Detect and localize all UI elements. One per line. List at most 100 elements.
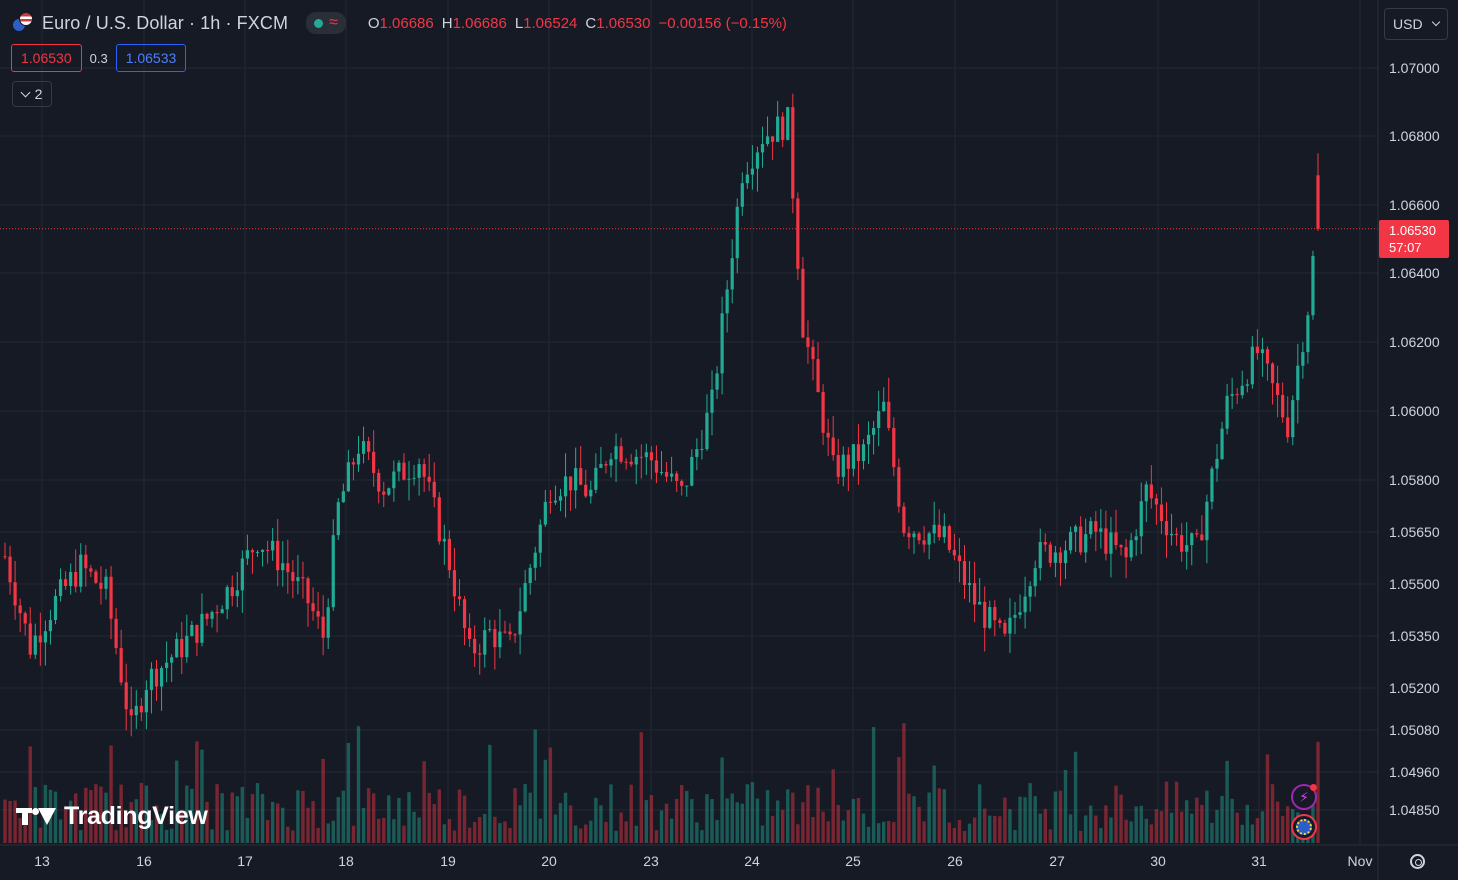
- candle-body: [887, 401, 891, 428]
- time-tick-label: 13: [34, 853, 50, 869]
- candle-body: [508, 631, 512, 635]
- candle-body: [79, 554, 83, 587]
- low-value: 1.06524: [523, 14, 578, 32]
- volume-bar: [134, 799, 138, 843]
- volume-bar: [200, 749, 204, 843]
- candle-body: [392, 471, 396, 489]
- volume-bar: [306, 807, 310, 843]
- buy-button[interactable]: 1.06533: [115, 44, 187, 72]
- time-tick-label: 19: [440, 853, 456, 869]
- volume-bar: [185, 785, 189, 843]
- volume-bar: [180, 812, 184, 843]
- volume-bar: [730, 793, 734, 843]
- volume-bar: [892, 822, 896, 843]
- low-label: L: [514, 14, 524, 32]
- price-tick-label: 1.05800: [1389, 472, 1440, 488]
- symbol-title[interactable]: Euro / U.S. Dollar · 1h · FXCM: [42, 12, 289, 33]
- candle-body: [427, 476, 431, 482]
- volume-bar: [563, 792, 568, 843]
- volume-bar: [1311, 787, 1315, 843]
- candle-body: [89, 568, 93, 572]
- candle-body: [69, 572, 73, 586]
- volume-bar: [503, 821, 507, 843]
- candle-body: [791, 107, 795, 199]
- price-axis[interactable]: 1.07000 1.06800 1.06600 1.06400 1.06200 1.060…: [1378, 0, 1458, 845]
- candle-body: [952, 549, 956, 556]
- market-status-pill[interactable]: ≈: [306, 12, 346, 34]
- candle-body: [1190, 533, 1194, 546]
- candle-body: [574, 468, 578, 491]
- tradingview-logo[interactable]: TradingView: [16, 802, 208, 831]
- candle-body: [882, 401, 886, 411]
- candle-body: [947, 526, 951, 550]
- candle-body: [1104, 528, 1108, 554]
- volume-bar: [1099, 828, 1103, 843]
- candle-body: [730, 258, 734, 290]
- volume-bar: [952, 827, 957, 843]
- volume-bar: [922, 821, 926, 843]
- volume-bar: [821, 811, 825, 843]
- chart-settings-button[interactable]: [1404, 848, 1430, 874]
- candle-body: [1281, 395, 1285, 418]
- events-lightning-button[interactable]: ⚡: [1291, 784, 1317, 810]
- candle-body: [821, 392, 825, 433]
- volume-bar: [1265, 754, 1270, 843]
- volume-bar: [876, 823, 881, 843]
- candle-body: [932, 524, 936, 534]
- volume-bar: [225, 830, 229, 843]
- chevron-down-icon: [20, 87, 31, 97]
- candle-body: [240, 558, 244, 591]
- candle-body: [321, 616, 325, 638]
- candle-body: [468, 628, 472, 639]
- volume-bar: [38, 827, 43, 843]
- candle-body: [1038, 542, 1042, 569]
- volume-bar: [286, 826, 290, 843]
- candle-body: [973, 583, 977, 605]
- candle-body: [543, 501, 547, 525]
- chart-grid: [0, 0, 1378, 845]
- volume-bar: [866, 826, 871, 843]
- volume-bar: [579, 828, 583, 843]
- candle-body: [1094, 521, 1098, 532]
- candle-body: [1003, 622, 1007, 634]
- candle-body: [1074, 526, 1078, 532]
- volume-bar: [907, 793, 911, 843]
- candle-body: [346, 462, 350, 492]
- candle-body: [1114, 532, 1118, 545]
- sell-button[interactable]: 1.06530: [11, 44, 82, 72]
- candle-body: [629, 461, 633, 465]
- volume-bar: [1270, 784, 1275, 843]
- volume-bar: [680, 785, 684, 843]
- volume-bar: [1255, 818, 1260, 843]
- currency-value: USD: [1393, 16, 1423, 32]
- candle-body: [654, 460, 659, 473]
- candle-body: [210, 612, 214, 619]
- economic-event-eu-button[interactable]: [1291, 814, 1317, 840]
- volume-bar: [493, 816, 497, 843]
- candle-body: [1169, 533, 1174, 536]
- candle-body: [528, 567, 532, 584]
- candle-body: [351, 462, 356, 465]
- volume-bar: [351, 825, 356, 843]
- volume-bar: [998, 816, 1002, 843]
- high-value: 1.06686: [452, 14, 507, 32]
- volume-bar: [220, 793, 224, 843]
- volume-bar: [912, 796, 916, 843]
- indicators-toggle-button[interactable]: 2: [12, 81, 52, 107]
- candle-body: [1149, 484, 1153, 499]
- volume-bar: [1316, 741, 1320, 843]
- candle-body: [402, 462, 406, 480]
- volume-bar: [119, 784, 123, 843]
- candle-body: [765, 136, 770, 145]
- candle-body: [993, 607, 997, 621]
- candle-body: [99, 582, 103, 589]
- volume-bar: [382, 817, 386, 843]
- candle-body: [907, 533, 911, 538]
- volume-bar: [1028, 783, 1032, 843]
- volume-bar: [1094, 815, 1098, 843]
- price-tick-label: 1.04960: [1389, 764, 1440, 780]
- currency-select[interactable]: USD: [1384, 8, 1448, 40]
- price-tick-label: 1.05350: [1389, 628, 1440, 644]
